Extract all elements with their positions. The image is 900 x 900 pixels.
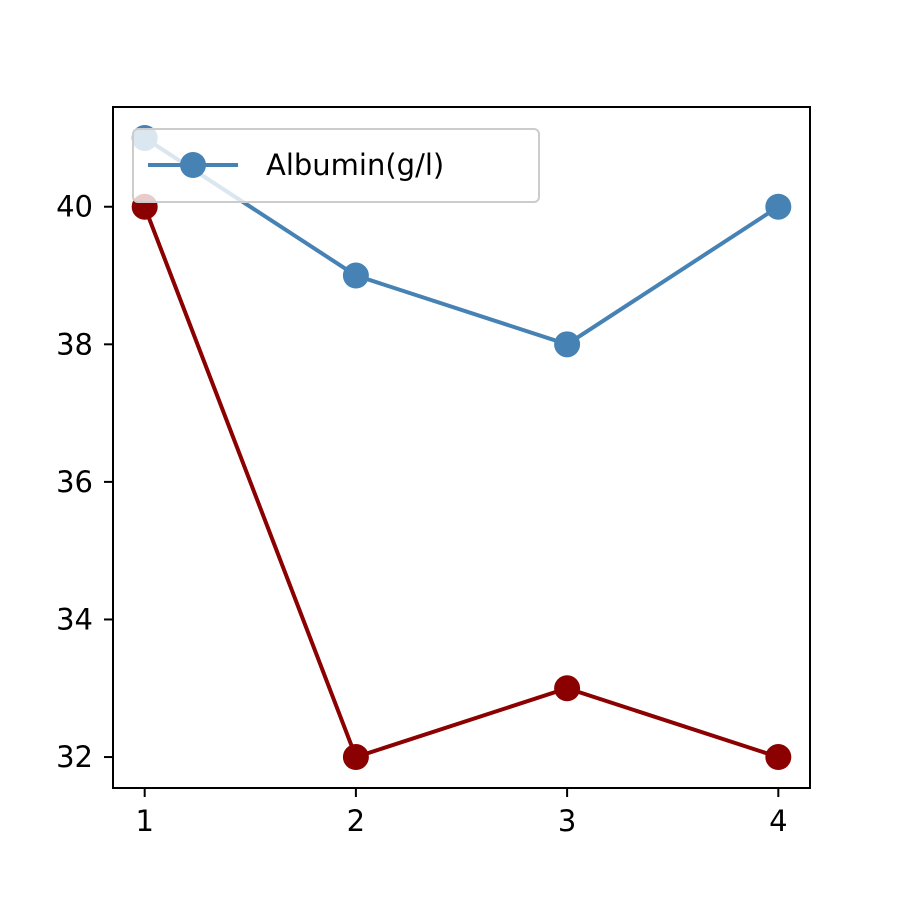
data-point: [765, 193, 792, 220]
legend-marker: [180, 152, 206, 178]
data-point: [342, 744, 369, 771]
plot-area: [113, 107, 810, 788]
plot-frame: [112, 106, 811, 789]
x-tick-label: 3: [558, 804, 576, 838]
y-tick-label: 38: [56, 327, 93, 361]
series-line: [143, 136, 780, 347]
y-tick-label: 34: [56, 602, 93, 636]
data-point: [765, 744, 792, 771]
series-line: [142, 206, 779, 760]
data-point: [342, 262, 369, 289]
y-tick-label: 36: [56, 465, 93, 499]
data-point: [554, 675, 581, 702]
legend-box: [132, 128, 540, 203]
legend: Albumin(g/l): [132, 128, 540, 203]
x-tick-label: 2: [347, 804, 365, 838]
x-tick-label: 1: [135, 804, 153, 838]
y-tick-label: 32: [56, 740, 93, 774]
data-point: [554, 331, 581, 358]
y-tick-label: 40: [56, 190, 93, 224]
legend-label: Albumin(g/l): [266, 148, 444, 182]
x-tick-label: 4: [769, 804, 787, 838]
